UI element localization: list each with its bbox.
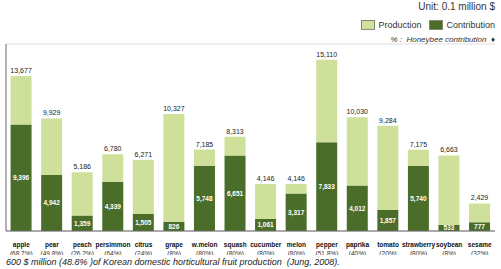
svg-text:melon: melon: [287, 241, 306, 248]
svg-text:3,317: 3,317: [288, 209, 305, 217]
html-text:Unit: 0.1 million $: Unit: 0.1 million $: [418, 1, 495, 12]
svg-text:4,146: 4,146: [287, 175, 305, 182]
svg-text:7,185: 7,185: [196, 141, 214, 148]
svg-text:6,663: 6,663: [440, 146, 458, 153]
svg-text:soybean: soybean: [436, 241, 462, 249]
html-text:Production: Production: [378, 20, 422, 30]
svg-text:cucumber: cucumber: [250, 241, 282, 248]
svg-text:(8%): (8%): [442, 250, 456, 255]
svg-text:6,651: 6,651: [227, 190, 244, 198]
svg-text:7,833: 7,833: [319, 183, 336, 191]
svg-text:persimmon: persimmon: [95, 241, 130, 249]
svg-text:1,857: 1,857: [380, 217, 397, 225]
svg-text:sesame: sesame: [468, 241, 492, 248]
html-text:% : Honeybee contribution ♦: % : Honeybee contribution ♦: [390, 35, 495, 44]
svg-text:13,677: 13,677: [10, 67, 32, 74]
svg-text:6,780: 6,780: [104, 145, 122, 152]
svg-text:5,740: 5,740: [410, 195, 427, 203]
svg-text:(49.8%): (49.8%): [40, 250, 63, 255]
svg-text:pear: pear: [45, 241, 59, 249]
svg-text:4,146: 4,146: [257, 175, 275, 182]
svg-text:9,284: 9,284: [379, 117, 397, 124]
svg-text:apple: apple: [13, 241, 30, 249]
svg-text:(80%): (80%): [410, 250, 427, 255]
svg-text:5,186: 5,186: [73, 163, 91, 170]
svg-text:(26.2%): (26.2%): [71, 250, 94, 255]
svg-text:777: 777: [474, 223, 485, 230]
svg-text:4,942: 4,942: [44, 199, 61, 207]
svg-text:grape: grape: [165, 241, 183, 249]
svg-text:9,929: 9,929: [43, 109, 61, 116]
svg-text:8,313: 8,313: [226, 128, 244, 135]
svg-text:4,012: 4,012: [349, 205, 366, 213]
svg-text:(20%): (20%): [379, 250, 396, 255]
svg-text:1,359: 1,359: [74, 220, 91, 228]
svg-text:2,429: 2,429: [471, 194, 489, 201]
svg-text:(24%): (24%): [135, 250, 152, 255]
svg-text:squash: squash: [224, 241, 247, 249]
svg-text:strawberry: strawberry: [402, 241, 436, 249]
svg-text:pepper: pepper: [316, 241, 338, 249]
svg-text:(51.8%): (51.8%): [316, 250, 339, 255]
svg-text:(80%): (80%): [227, 250, 244, 255]
svg-text:1,505: 1,505: [135, 219, 152, 227]
svg-text:4,339: 4,339: [105, 203, 122, 211]
svg-text:(80%): (80%): [257, 250, 274, 255]
svg-text:(68.7%): (68.7%): [10, 250, 33, 255]
svg-text:10,030: 10,030: [347, 108, 369, 115]
svg-text:1,061: 1,061: [257, 221, 274, 229]
svg-text:533: 533: [444, 224, 455, 231]
svg-text:citrus: citrus: [135, 241, 153, 248]
svg-text:(64%): (64%): [104, 250, 121, 255]
svg-text:7,175: 7,175: [410, 141, 428, 148]
svg-text:6,271: 6,271: [135, 151, 153, 158]
svg-text:w.melon: w.melon: [191, 241, 218, 248]
svg-text:(80%): (80%): [288, 250, 305, 255]
html-text:Contribution: Contribution: [446, 20, 495, 30]
svg-text:(80%): (80%): [196, 250, 213, 255]
svg-text:9,396: 9,396: [13, 174, 30, 182]
svg-text:826: 826: [168, 223, 179, 230]
svg-text:15,110: 15,110: [316, 51, 337, 58]
svg-text:peach: peach: [73, 241, 92, 249]
svg-text:(8%): (8%): [167, 250, 181, 255]
svg-text:(32%): (32%): [471, 250, 488, 255]
svg-text:5,748: 5,748: [196, 195, 213, 203]
svg-text:10,327: 10,327: [163, 105, 185, 112]
svg-text:(40%): (40%): [349, 250, 366, 255]
svg-text:paprika: paprika: [346, 241, 370, 249]
html-text:600 $ million (48.8% )of Korea: 600 $ million (48.8% )of Korean domestic…: [6, 257, 340, 267]
svg-text:tomato: tomato: [377, 241, 399, 248]
